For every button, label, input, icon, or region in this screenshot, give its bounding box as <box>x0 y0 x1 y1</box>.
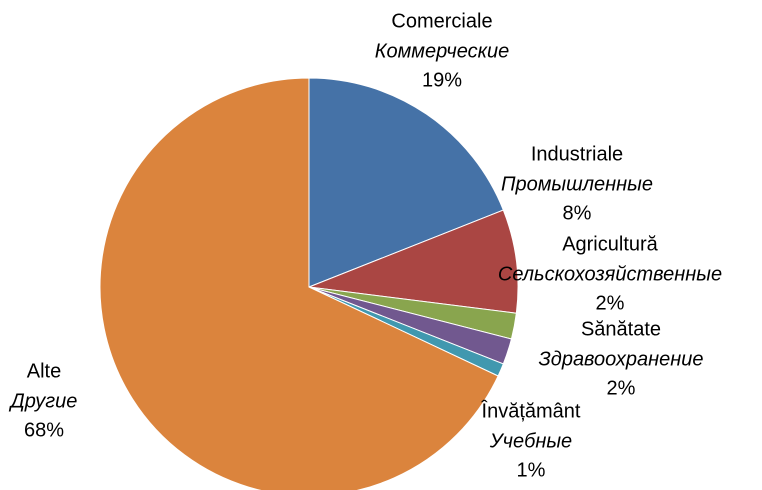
slice-translation: Коммерческие <box>375 40 510 62</box>
slice-label: Comerciale <box>391 10 492 32</box>
slice-translation: Другие <box>9 390 78 412</box>
slice-value-label: 68% <box>24 419 64 441</box>
slice-value-label: 2% <box>607 377 636 399</box>
slice-label: Alte <box>27 360 61 382</box>
pie-slice <box>308 209 519 314</box>
pie-slice <box>308 77 504 288</box>
slice-label: Învățământ <box>481 399 581 422</box>
slice-translation: Промышленные <box>501 173 653 195</box>
slice-value-label: 8% <box>563 202 592 224</box>
slice-value-label: 2% <box>596 292 625 314</box>
slice-label: Sănătate <box>581 318 661 340</box>
slice-value-label: 1% <box>517 459 546 481</box>
slice-translation: Учебные <box>489 430 572 452</box>
slice-value-label: 19% <box>422 69 462 91</box>
slice-label: Agricultură <box>562 233 658 255</box>
pie-slice <box>99 77 499 490</box>
slice-label: Industriale <box>531 143 623 165</box>
slice-translation: Здравоохранение <box>538 348 703 370</box>
slice-translation: Сельскохозяйственные <box>498 263 722 285</box>
